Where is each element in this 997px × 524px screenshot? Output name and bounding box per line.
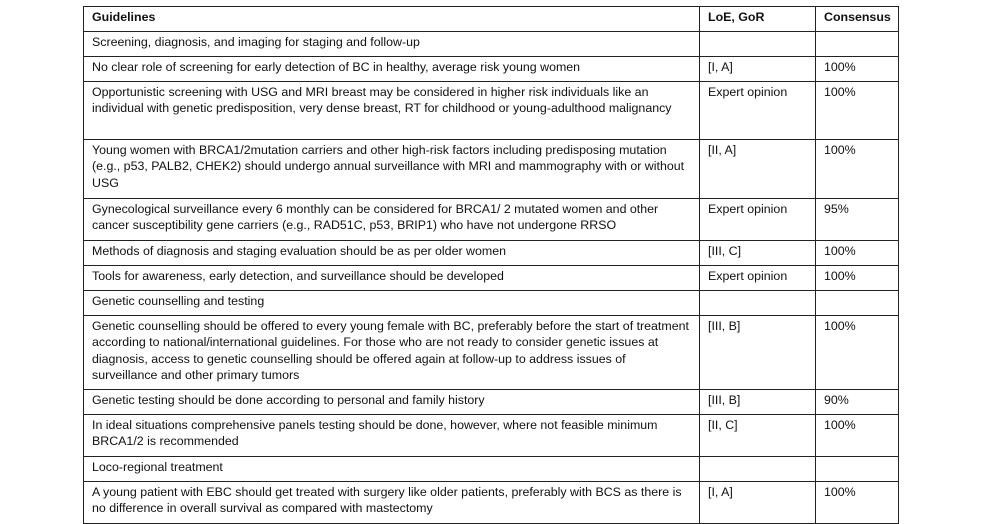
consensus: 100% bbox=[815, 139, 899, 199]
guideline-text: Genetic counselling should be offered to… bbox=[83, 315, 700, 390]
guideline-text: Opportunistic screening with USG and MRI… bbox=[83, 81, 700, 140]
guideline-text: Gynecological surveillance every 6 month… bbox=[83, 198, 700, 241]
guideline-text: Loco-regional treatment bbox=[83, 456, 700, 482]
guideline-row: Opportunistic screening with USG and MRI… bbox=[83, 81, 899, 140]
consensus: 100% bbox=[815, 315, 899, 390]
guideline-text: Methods of diagnosis and staging evaluat… bbox=[83, 240, 700, 266]
guideline-row: Genetic testing should be done according… bbox=[83, 389, 899, 415]
loe-gor: [III, B] bbox=[699, 315, 816, 390]
guideline-text: Young women with BRCA1/2mutation carrier… bbox=[83, 139, 700, 199]
section-row: Screening, diagnosis, and imaging for st… bbox=[83, 31, 899, 57]
consensus: 100% bbox=[815, 265, 899, 291]
guideline-text: No clear role of screening for early det… bbox=[83, 56, 700, 82]
loe-gor: [II, A] bbox=[699, 139, 816, 199]
header-cell: Guidelines bbox=[83, 6, 700, 32]
empty-cell bbox=[815, 290, 899, 316]
guideline-text: Screening, diagnosis, and imaging for st… bbox=[83, 31, 700, 57]
guideline-text: Genetic testing should be done according… bbox=[83, 389, 700, 415]
section-row: Loco-regional treatment bbox=[83, 456, 899, 482]
empty-cell bbox=[815, 31, 899, 57]
loe-gor: [II, C] bbox=[699, 414, 816, 457]
guideline-row: Gynecological surveillance every 6 month… bbox=[83, 198, 899, 241]
guideline-row: Genetic counselling should be offered to… bbox=[83, 315, 899, 390]
consensus: 100% bbox=[815, 414, 899, 457]
header-cell: Consensus bbox=[815, 6, 899, 32]
consensus: 100% bbox=[815, 240, 899, 266]
consensus: 100% bbox=[815, 481, 899, 524]
section-row: Genetic counselling and testing bbox=[83, 290, 899, 316]
loe-gor: [III, C] bbox=[699, 240, 816, 266]
consensus: 100% bbox=[815, 81, 899, 140]
empty-cell bbox=[699, 31, 816, 57]
header-row: Guidelines LoE, GoR Consensus bbox=[83, 6, 899, 32]
loe-gor: Expert opinion bbox=[699, 198, 816, 241]
loe-gor: [I, A] bbox=[699, 56, 816, 82]
consensus: 100% bbox=[815, 56, 899, 82]
consensus: 90% bbox=[815, 389, 899, 415]
guideline-row: Tools for awareness, early detection, an… bbox=[83, 265, 899, 291]
guideline-text: Genetic counselling and testing bbox=[83, 290, 700, 316]
guidelines-table: Guidelines LoE, GoR Consensus Screening, d… bbox=[83, 6, 899, 524]
guideline-row: Methods of diagnosis and staging evaluat… bbox=[83, 240, 899, 266]
empty-cell bbox=[699, 456, 816, 482]
guideline-text: In ideal situations comprehensive panels… bbox=[83, 414, 700, 457]
loe-gor: Expert opinion bbox=[699, 81, 816, 140]
guideline-text: Tools for awareness, early detection, an… bbox=[83, 265, 700, 291]
empty-cell bbox=[815, 456, 899, 482]
guideline-row: In ideal situations comprehensive panels… bbox=[83, 414, 899, 457]
guideline-row: Young women with BRCA1/2mutation carrier… bbox=[83, 139, 899, 199]
guideline-text: A young patient with EBC should get trea… bbox=[83, 481, 700, 524]
guideline-row: A young patient with EBC should get trea… bbox=[83, 481, 899, 524]
loe-gor: [III, B] bbox=[699, 389, 816, 415]
loe-gor: Expert opinion bbox=[699, 265, 816, 291]
empty-cell bbox=[699, 290, 816, 316]
consensus: 95% bbox=[815, 198, 899, 241]
loe-gor: [I, A] bbox=[699, 481, 816, 524]
guideline-row: No clear role of screening for early det… bbox=[83, 56, 899, 82]
header-cell: LoE, GoR bbox=[699, 6, 816, 32]
